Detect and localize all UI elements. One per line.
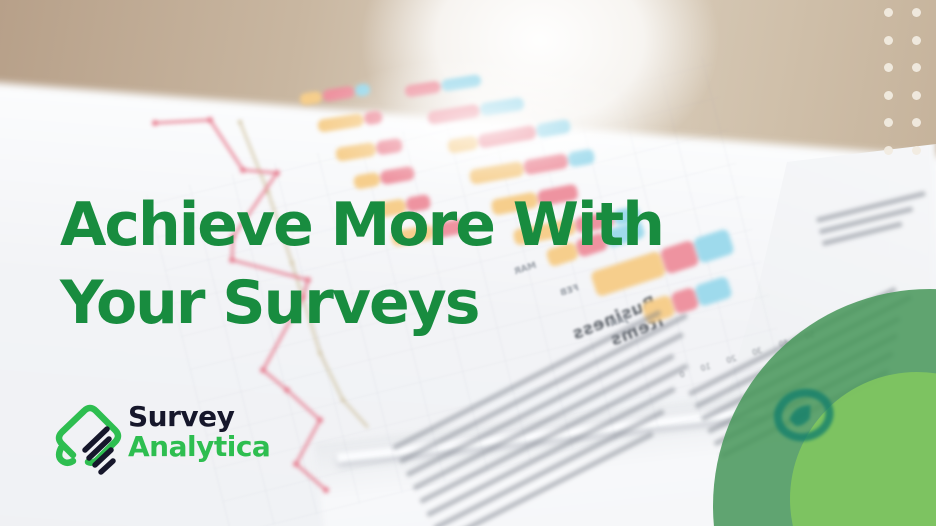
dot <box>884 145 893 155</box>
dot <box>912 145 921 155</box>
brand-logo: Survey Analytica <box>52 398 271 476</box>
survey-card-check-icon <box>55 404 122 475</box>
brand-logo-word2: Analytica <box>128 430 271 463</box>
photo-line-chart <box>152 117 368 493</box>
dot <box>912 90 921 100</box>
page-title-line1: Achieve More With <box>60 190 665 260</box>
dot <box>884 90 893 100</box>
dot <box>912 35 921 45</box>
dot <box>912 63 921 72</box>
brand-logo-word1: Survey <box>128 400 235 433</box>
dots-pattern <box>884 8 921 155</box>
page-title: Achieve More With Your Surveys <box>60 186 665 342</box>
brand-logo-text: Survey Analytica <box>128 400 271 463</box>
dot <box>884 63 893 72</box>
dot <box>884 118 893 127</box>
page-title-line2: Your Surveys <box>60 268 480 338</box>
photo-light-fade <box>270 40 690 210</box>
dot <box>884 35 893 45</box>
dot <box>912 118 921 127</box>
dot <box>884 8 893 17</box>
dot <box>912 8 921 17</box>
brand-swoosh-icon <box>773 388 834 442</box>
